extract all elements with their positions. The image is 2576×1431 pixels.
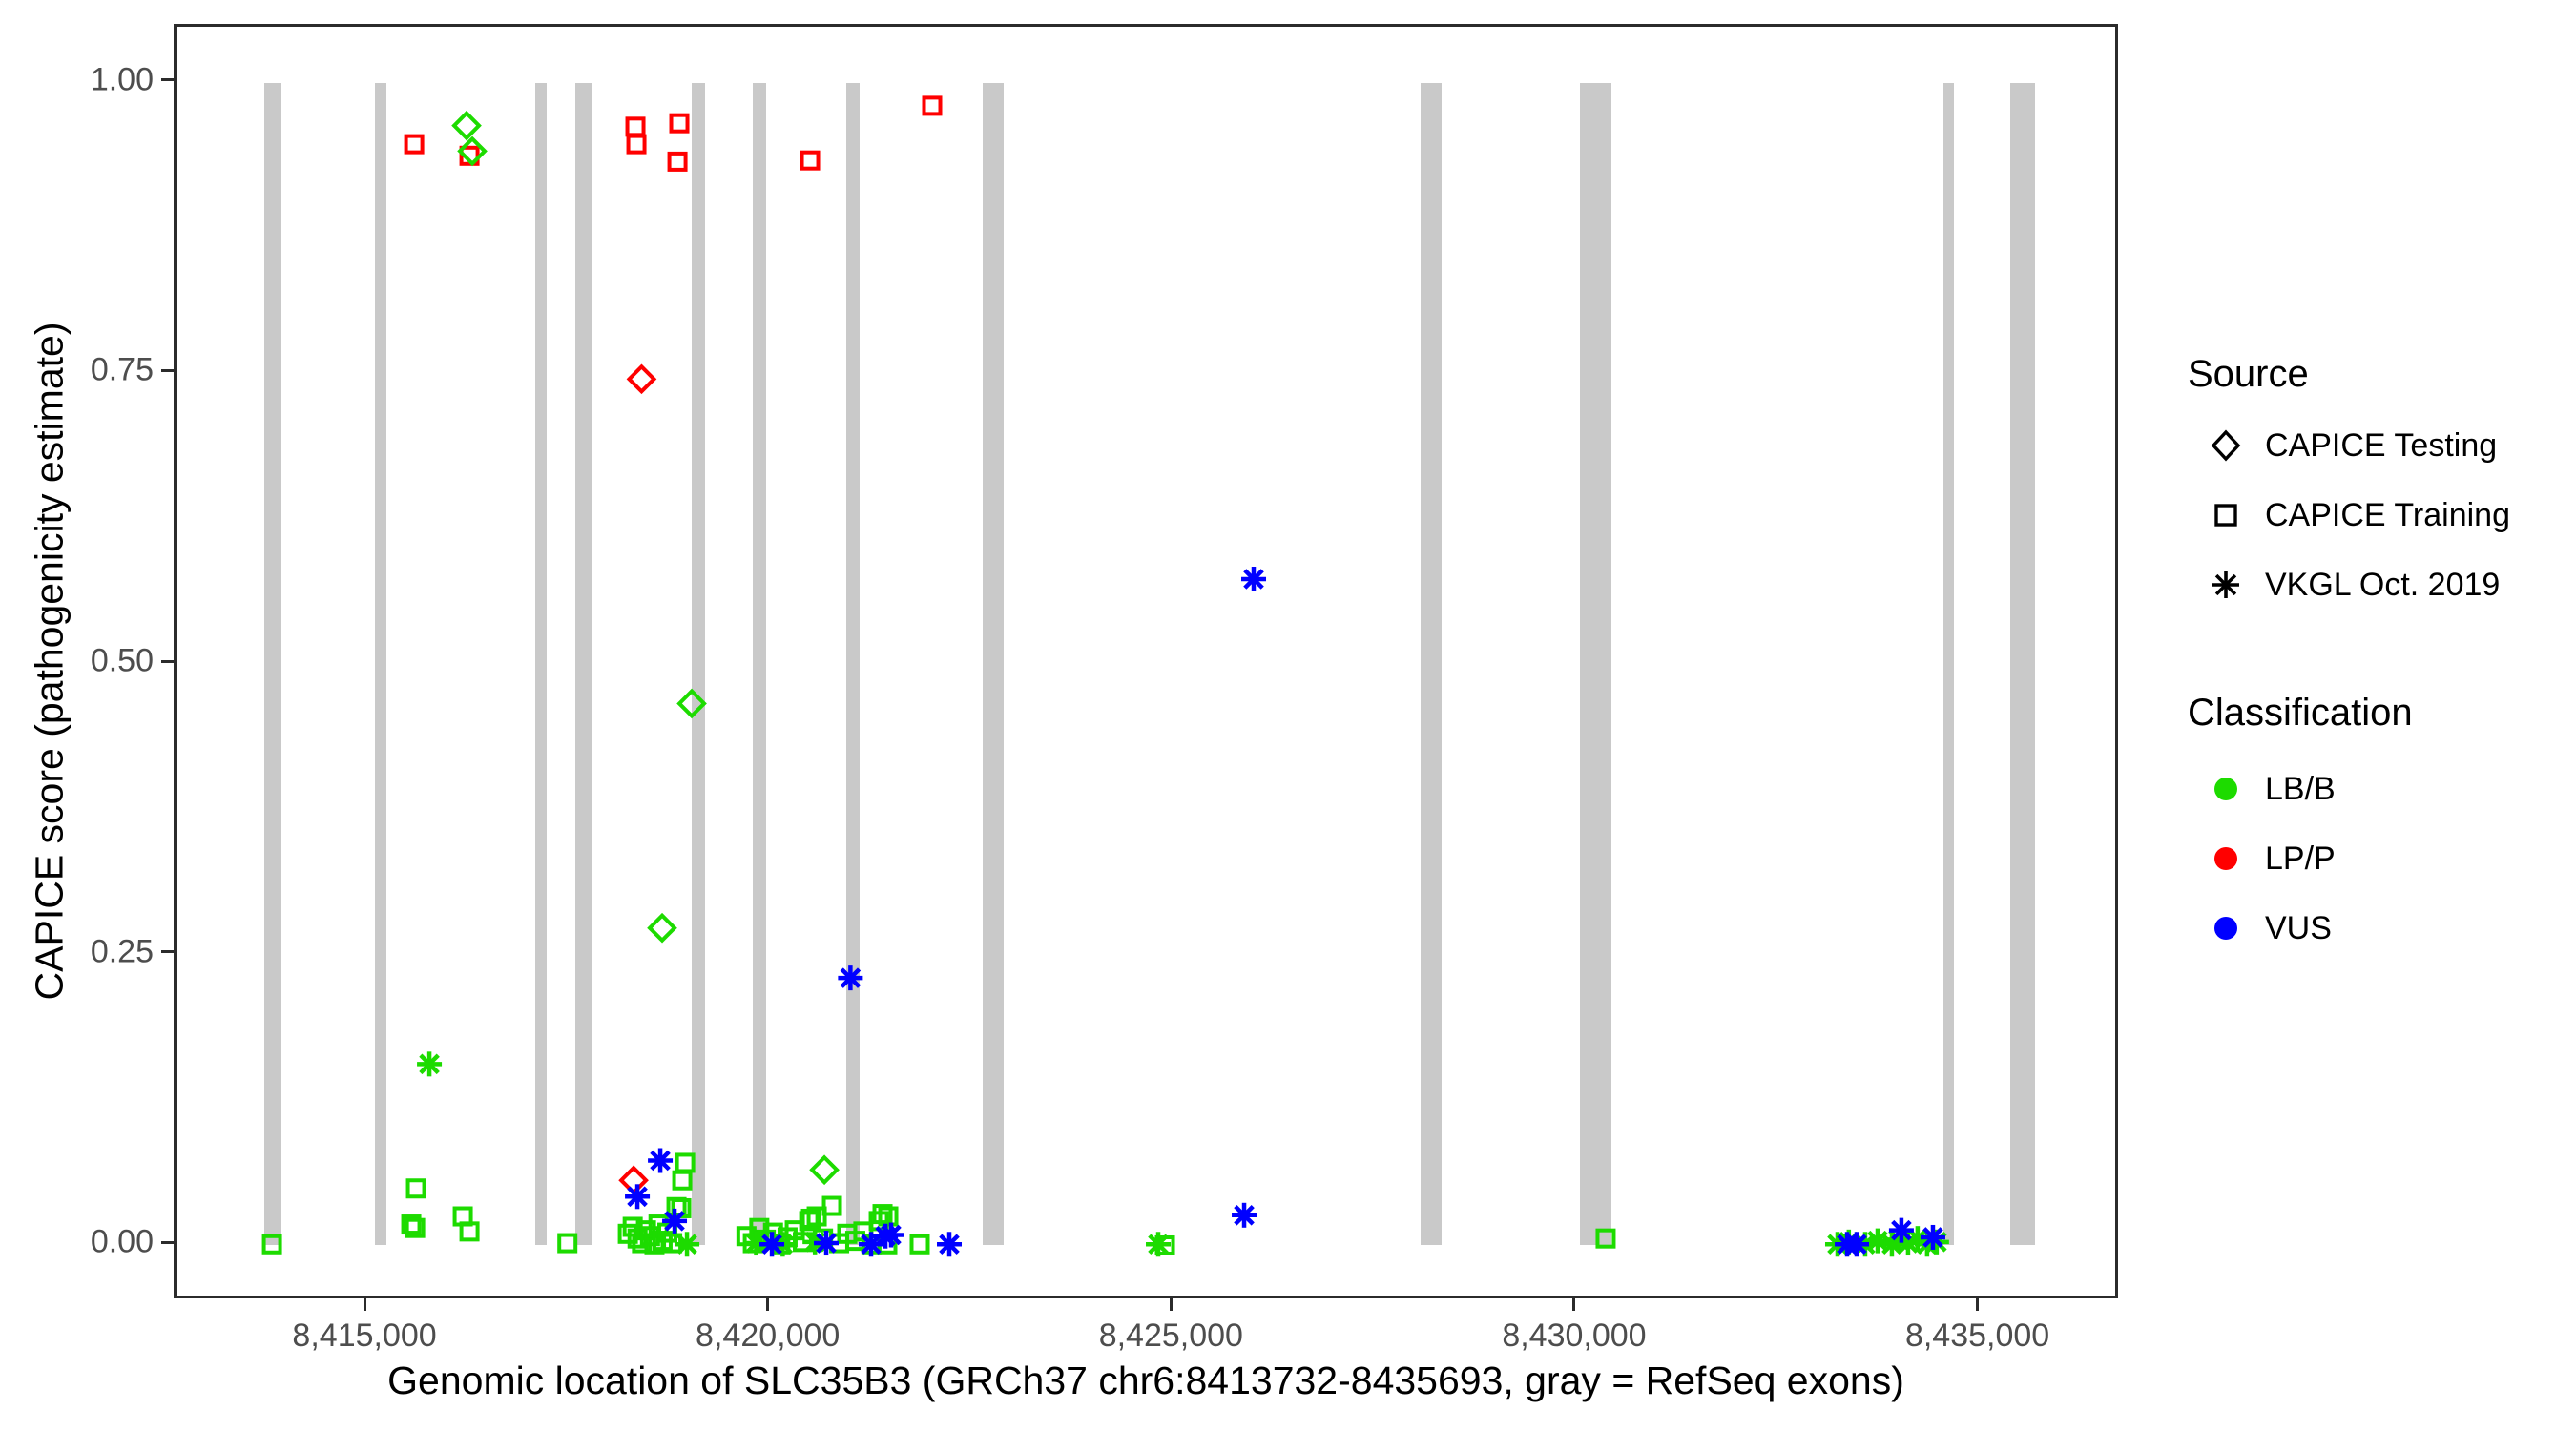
x-axis-tick-label: 8,430,000 [1502, 1317, 1647, 1354]
data-point-asterisk[interactable] [662, 1208, 688, 1234]
refseq-exon-bar [264, 82, 282, 1246]
x-axis-tick [363, 1298, 366, 1311]
legend-item-vus[interactable]: VUS [2204, 900, 2332, 957]
data-point-diamond[interactable] [626, 363, 657, 395]
data-point-square[interactable] [557, 1233, 578, 1254]
data-point-square[interactable] [404, 134, 425, 155]
data-point-asterisk[interactable] [759, 1232, 785, 1257]
data-point-square[interactable] [405, 1217, 426, 1238]
refseq-exon-bar [692, 82, 706, 1246]
data-point-asterisk[interactable] [675, 1232, 700, 1257]
data-point-asterisk[interactable] [1146, 1232, 1172, 1257]
x-axis-title: Genomic location of SLC35B3 (GRCh37 chr6… [387, 1358, 1904, 1402]
y-axis-tick [161, 368, 174, 372]
data-point-square[interactable] [872, 1204, 893, 1225]
data-point-asterisk[interactable] [1232, 1202, 1257, 1228]
data-point-square[interactable] [909, 1234, 930, 1255]
data-point-square[interactable] [821, 1195, 842, 1216]
data-point-asterisk[interactable] [1888, 1217, 1914, 1243]
data-point-asterisk[interactable] [878, 1222, 904, 1248]
x-axis-tick-label: 8,420,000 [696, 1317, 841, 1354]
legend-source-title: Source [2188, 353, 2309, 395]
data-point-square[interactable] [675, 1152, 696, 1173]
data-point-square[interactable] [626, 134, 647, 155]
y-axis-tick-label: 0.50 [90, 642, 154, 679]
data-point-asterisk[interactable] [814, 1231, 840, 1256]
legend-item-capice-training[interactable]: CAPICE Training [2204, 487, 2510, 544]
x-axis-tick-label: 8,425,000 [1098, 1317, 1243, 1354]
data-point-asterisk[interactable] [1844, 1232, 1870, 1257]
data-point-asterisk[interactable] [625, 1184, 651, 1210]
data-point-square[interactable] [401, 1214, 422, 1235]
legend-item-vkgl[interactable]: VKGL Oct. 2019 [2204, 556, 2500, 613]
data-point-square[interactable] [669, 113, 690, 134]
data-point-square[interactable] [1595, 1228, 1616, 1249]
legend-classification-title: Classification [2188, 692, 2413, 734]
y-axis-tick [161, 659, 174, 663]
refseq-exon-bar [1580, 82, 1611, 1246]
data-point-square[interactable] [672, 1170, 693, 1191]
data-points-layer [261, 95, 1949, 1257]
refseq-exon-bar [846, 82, 861, 1246]
x-axis-tick-label: 8,415,000 [292, 1317, 437, 1354]
x-axis-tick-label: 8,435,000 [1904, 1317, 2050, 1354]
data-point-square[interactable] [405, 1178, 426, 1199]
square-icon [2204, 493, 2248, 537]
x-axis-tick [766, 1298, 770, 1311]
y-axis-tick-label: 0.00 [90, 1223, 154, 1260]
data-point-diamond[interactable] [647, 912, 677, 944]
data-point-diamond[interactable] [676, 688, 707, 719]
legend-item-lpp[interactable]: LP/P [2204, 830, 2336, 887]
data-point-asterisk[interactable] [838, 965, 863, 991]
y-axis-tick-label: 1.00 [90, 61, 154, 97]
refseq-exon-bar [1420, 82, 1442, 1246]
refseq-exon-bar [753, 82, 767, 1246]
refseq-exon-bar [375, 82, 387, 1246]
data-point-square[interactable] [806, 1206, 827, 1227]
data-point-square[interactable] [878, 1206, 899, 1227]
blue-dot-icon [2204, 906, 2248, 950]
x-axis-tick [1976, 1298, 1980, 1311]
legend-item-lbb[interactable]: LB/B [2204, 760, 2336, 818]
refseq-exon-bar [575, 82, 592, 1246]
data-point-diamond[interactable] [457, 135, 488, 167]
data-point-asterisk[interactable] [417, 1051, 443, 1077]
y-axis-tick-label: 0.75 [90, 351, 154, 388]
data-point-diamond[interactable] [809, 1154, 840, 1186]
y-axis-tick [161, 950, 174, 954]
y-axis-tick [161, 78, 174, 81]
plot-panel [174, 24, 2118, 1298]
data-point-square[interactable] [667, 151, 688, 172]
data-point-diamond[interactable] [451, 110, 482, 141]
data-point-square[interactable] [459, 1221, 480, 1242]
data-point-square[interactable] [625, 116, 646, 137]
refseq-exon-bar [2010, 82, 2036, 1246]
green-dot-icon [2204, 767, 2248, 811]
data-point-asterisk[interactable] [937, 1232, 963, 1257]
asterisk-icon [2204, 563, 2248, 607]
data-point-asterisk[interactable] [1920, 1224, 1945, 1250]
data-point-square[interactable] [800, 1208, 821, 1229]
refseq-exon-bar [983, 82, 1004, 1246]
y-axis-title: CAPICE score (pathogenicity estimate) [27, 321, 72, 1001]
refseq-exon-bar [1942, 82, 1954, 1246]
x-axis-tick [1169, 1298, 1173, 1311]
red-dot-icon [2204, 837, 2248, 881]
data-point-asterisk[interactable] [1241, 567, 1267, 592]
data-point-square[interactable] [800, 150, 821, 171]
data-point-asterisk[interactable] [648, 1148, 674, 1173]
diamond-icon [2204, 424, 2248, 467]
data-point-square[interactable] [922, 95, 943, 116]
refseq-exon-bar [535, 82, 548, 1246]
y-axis-tick [161, 1240, 174, 1244]
x-axis-tick [1572, 1298, 1576, 1311]
y-axis-tick-label: 0.25 [90, 933, 154, 970]
legend-item-capice-testing[interactable]: CAPICE Testing [2204, 417, 2497, 474]
data-point-square[interactable] [261, 1234, 282, 1255]
